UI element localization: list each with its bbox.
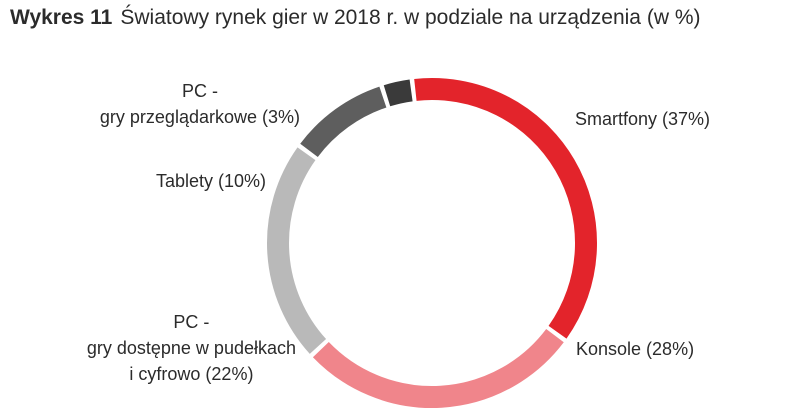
label-line: Konsole (28%) [576,339,695,359]
label-line: gry przeglądarkowe (3%) [99,107,300,127]
label-line: i cyfrowo (22%) [129,364,254,384]
slice-konsole [312,328,564,408]
slice-tablety [300,86,387,158]
label-pc-browser: PC - gry przeglądarkowe (3%) [100,78,300,130]
label-tablety: Tablety (10%) [156,168,266,194]
label-smartfony: Smartfony (37%) [575,106,710,132]
label-line: gry dostępne w pudełkach [86,338,296,358]
slice-pc-browser [383,79,413,107]
label-line: Tablety (10%) [155,171,266,191]
label-konsole: Konsole (28%) [576,336,694,362]
label-line: PC - [181,81,218,101]
label-line: PC - [173,312,210,332]
slice-pc-box [267,147,327,354]
slice-smartfony [414,78,597,339]
chart-title: Wykres 11 Światowy rynek gier w 2018 r. w… [10,6,700,30]
label-pc-box: PC - gry dostępne w pudełkach i cyfrowo (2… [87,309,296,387]
chart-title-text: Światowy rynek gier w 2018 r. w podziale… [120,6,701,29]
label-line: Smartfony (37%) [575,109,711,129]
chart-title-number: Wykres 11 [10,6,113,29]
